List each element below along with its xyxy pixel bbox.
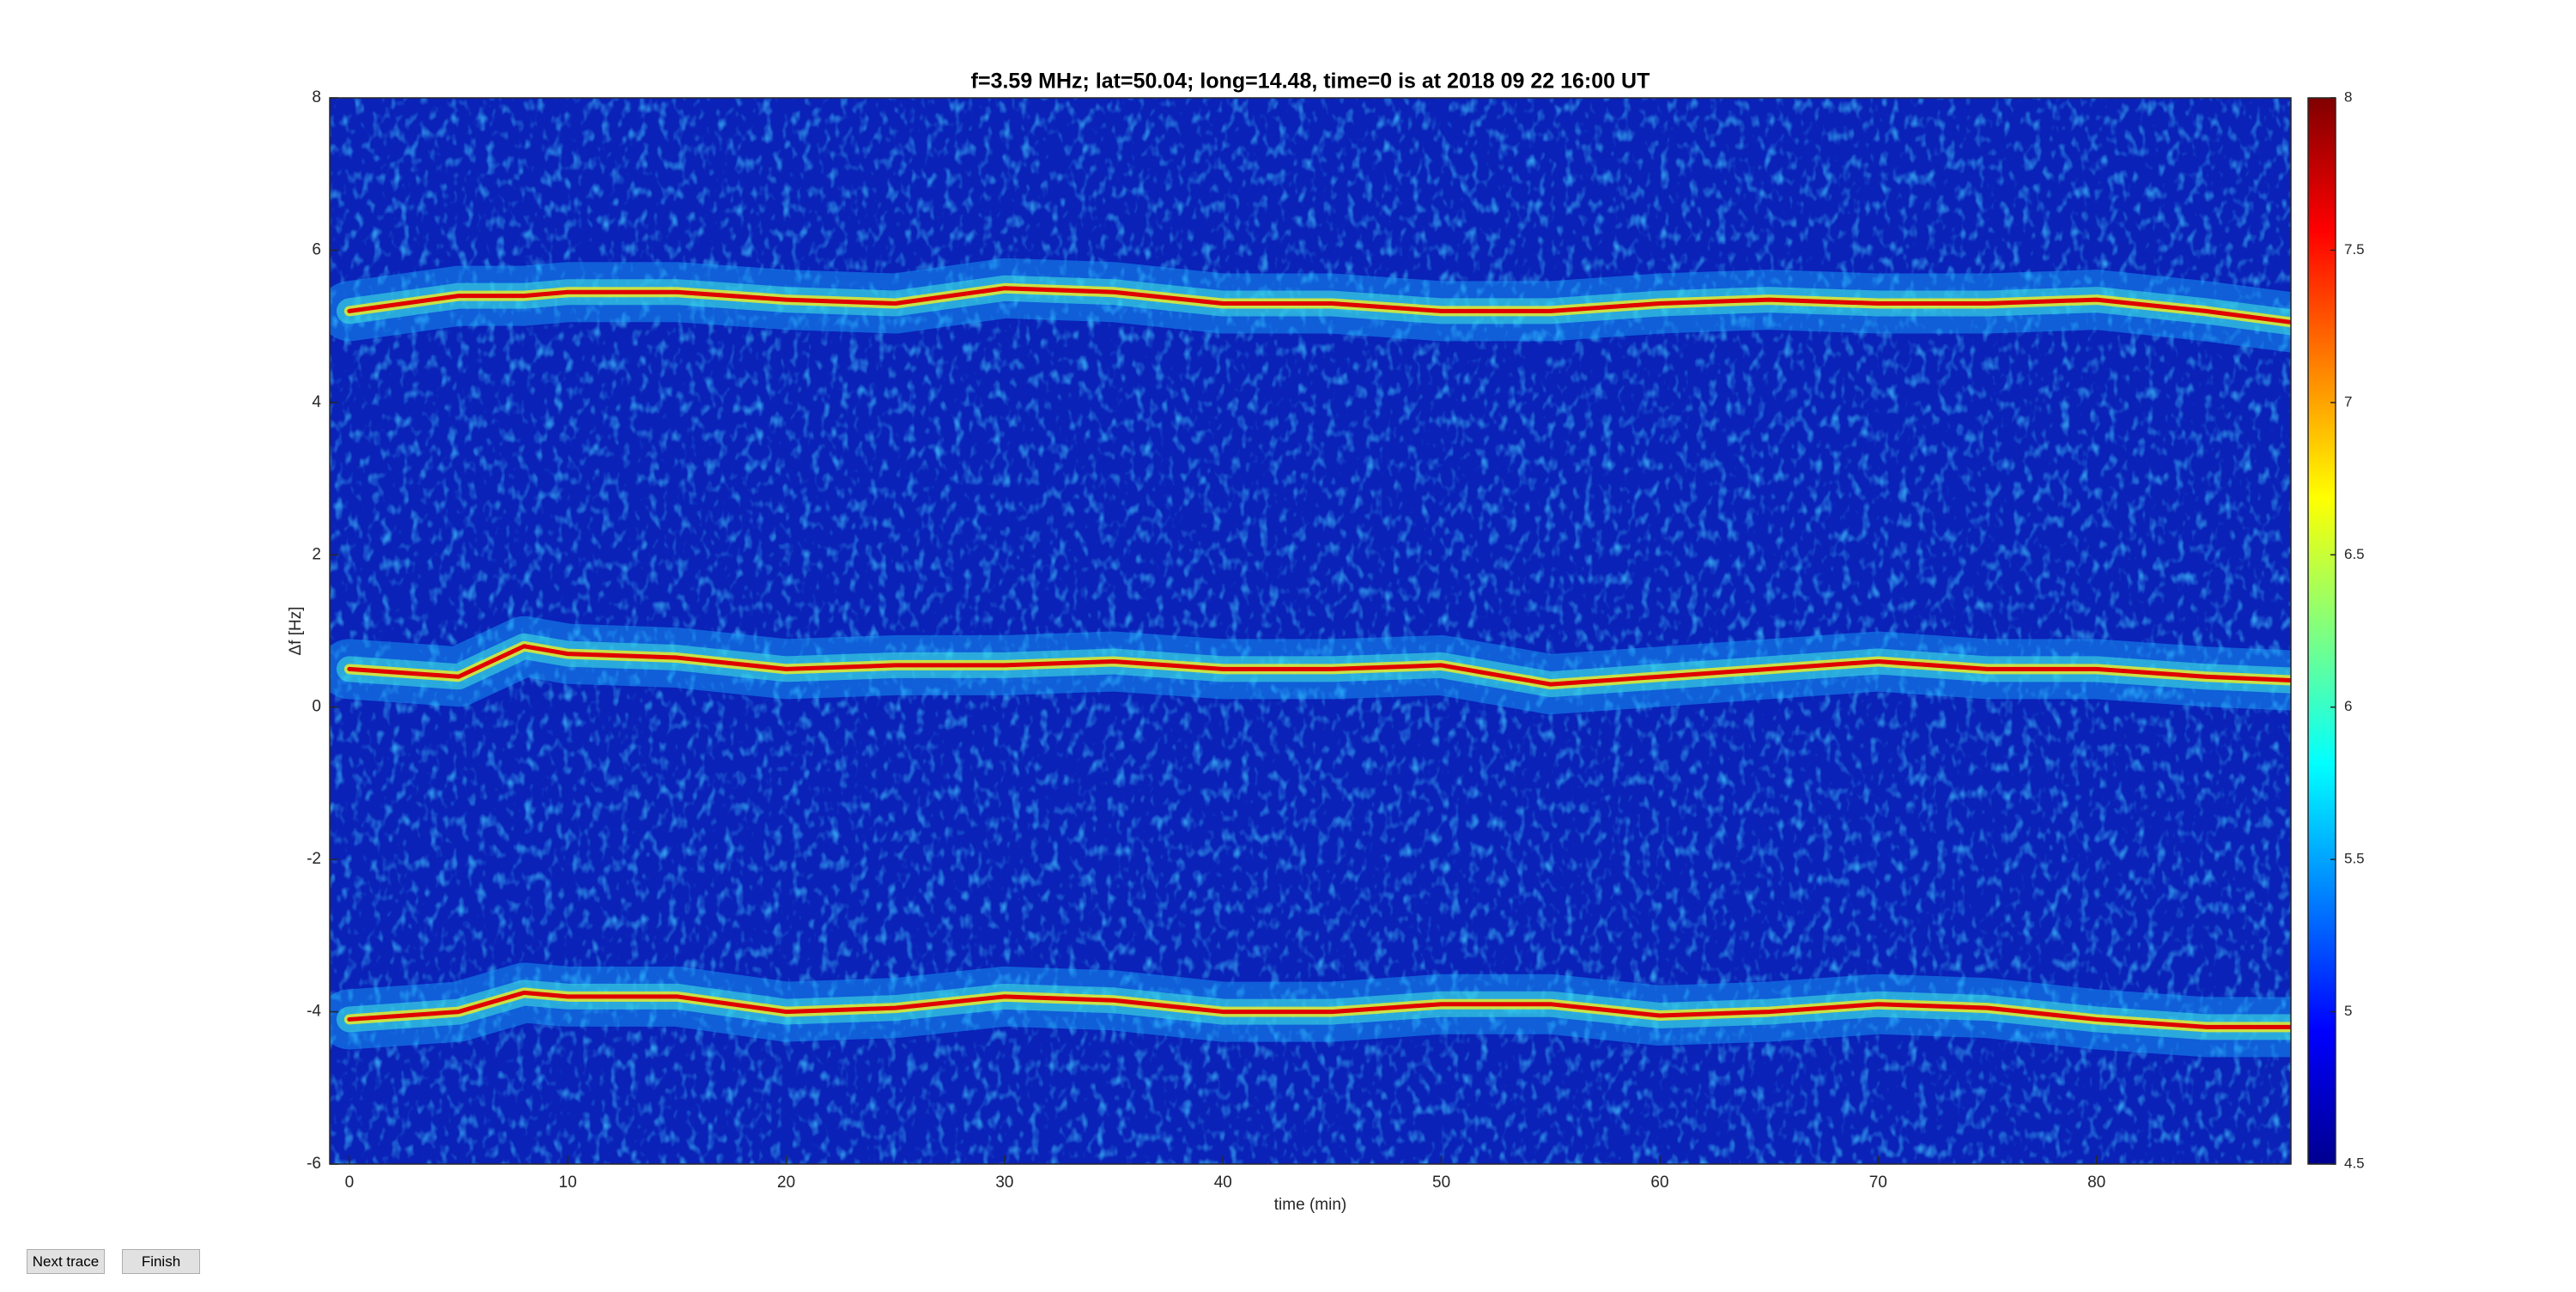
y-tick-label: 6: [312, 240, 321, 258]
y-tick-label: 0: [312, 698, 321, 716]
axes-frame: [329, 97, 2292, 1165]
x-tick-label: 70: [1869, 1174, 1887, 1192]
trace-line: [347, 990, 2291, 1029]
x-tick-label: 10: [559, 1174, 577, 1192]
figure: f=3.59 MHz; lat=50.04; long=14.48, time=…: [287, 70, 2365, 1214]
x-tick-label: 20: [777, 1174, 795, 1192]
trace-line: [347, 644, 2291, 687]
colorbar-tick-label: 7: [2344, 393, 2352, 409]
y-tick-label: 4: [312, 393, 321, 411]
y-tick-label: -2: [307, 850, 321, 868]
x-tick-label: 0: [345, 1174, 355, 1192]
traces: [330, 258, 2291, 1058]
next-trace-button[interactable]: Next trace: [27, 1249, 105, 1274]
x-tick-label: 40: [1214, 1174, 1232, 1192]
y-tick-label: 8: [312, 88, 321, 106]
colorbar-tick-label: 5: [2344, 1003, 2352, 1019]
x-tick-label: 50: [1432, 1174, 1450, 1192]
x-tick-label: 60: [1650, 1174, 1668, 1192]
colorbar-tick-label: 6: [2344, 698, 2352, 714]
colorbar: [2307, 97, 2336, 1165]
colorbar-tick-label: 6.5: [2344, 546, 2365, 562]
x-axis-label: time (min): [1274, 1196, 1346, 1214]
y-tick-label: -4: [307, 1003, 321, 1021]
trace-line: [347, 286, 2291, 325]
y-axis-label: Δf [Hz]: [287, 606, 305, 655]
colorbar-tick-label: 7.5: [2344, 241, 2365, 258]
y-tick-label: -6: [307, 1155, 321, 1173]
y-tick-label: 2: [312, 545, 321, 563]
colorbar-tick-label: 5.5: [2344, 851, 2365, 867]
x-tick-label: 80: [2087, 1174, 2105, 1192]
finish-button[interactable]: Finish: [122, 1249, 200, 1274]
colorbar-tick-label: 8: [2344, 88, 2352, 105]
colorbar-tick-label: 4.5: [2344, 1155, 2365, 1171]
chart-title: f=3.59 MHz; lat=50.04; long=14.48, time=…: [971, 70, 1650, 94]
x-tick-label: 30: [995, 1174, 1013, 1192]
